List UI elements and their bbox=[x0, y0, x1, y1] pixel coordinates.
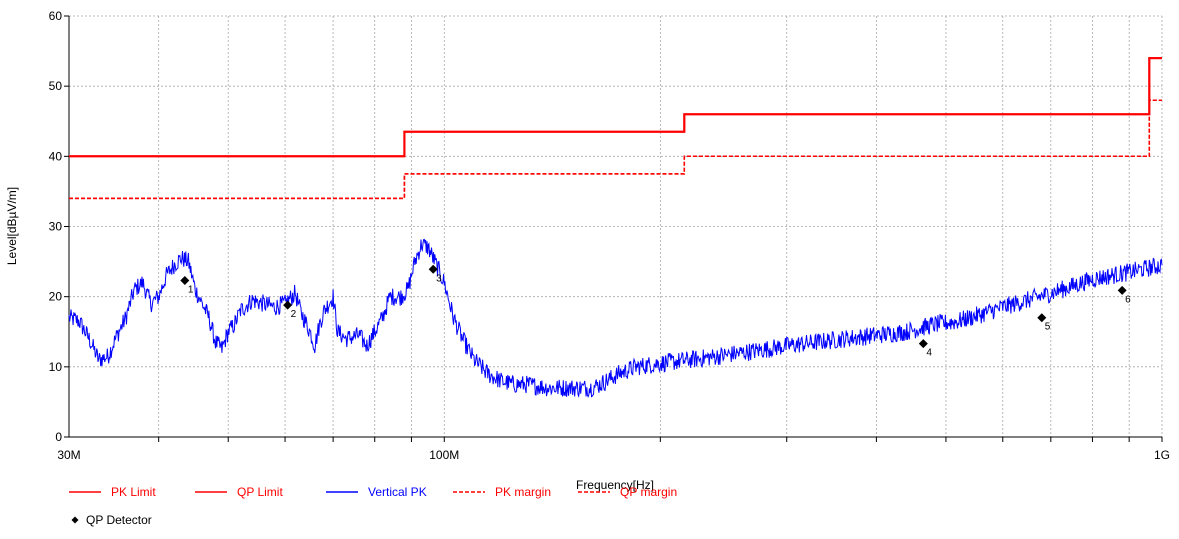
legend-label-qp-detector: QP Detector bbox=[86, 513, 152, 527]
qp-marker bbox=[283, 300, 293, 310]
x-tick-label: 30M bbox=[57, 448, 80, 462]
qp-marker-label: 5 bbox=[1045, 322, 1051, 333]
y-tick-label: 30 bbox=[49, 220, 63, 234]
legend: PK Limit QP Limit Vertical PK PK margin QP m… bbox=[69, 485, 677, 527]
y-tick-label: 0 bbox=[55, 430, 62, 444]
qp-marker bbox=[180, 276, 190, 286]
series-qp-margin-line bbox=[69, 99, 1162, 200]
y-tick-label: 10 bbox=[49, 360, 63, 374]
series-vertical-pk-line bbox=[68, 238, 1163, 399]
series-pk-limit-line bbox=[69, 57, 1162, 158]
legend-label-qp-limit: QP Limit bbox=[237, 485, 283, 499]
grid-lines bbox=[69, 15, 1163, 437]
axes: 0 10 20 30 40 50 60 30M 100M 1G bbox=[49, 9, 1170, 462]
x-tick-label: 100M bbox=[429, 448, 459, 462]
y-tick-label: 40 bbox=[49, 149, 63, 163]
y-tick-label: 60 bbox=[49, 9, 63, 23]
legend-label-pk-margin: PK margin bbox=[495, 485, 551, 499]
y-tick-label: 50 bbox=[49, 79, 63, 93]
legend-label-pk-limit: PK Limit bbox=[111, 485, 156, 499]
x-axis-label: Frequency[Hz] bbox=[576, 478, 654, 492]
qp-marker-label: 4 bbox=[926, 348, 932, 359]
qp-marker bbox=[428, 264, 438, 274]
qp-marker bbox=[1037, 313, 1047, 323]
series-qp-limit-line bbox=[69, 57, 1162, 158]
legend-label-vertical-pk: Vertical PK bbox=[368, 485, 427, 499]
qp-marker bbox=[1117, 285, 1127, 295]
y-axis-label: Level[dBµV/m] bbox=[5, 187, 19, 265]
x-tick-label: 1G bbox=[1154, 448, 1170, 462]
qp-marker bbox=[918, 339, 928, 349]
legend-label-qp-margin: QP margin bbox=[620, 485, 677, 499]
series-layer bbox=[68, 57, 1163, 399]
y-tick-label: 20 bbox=[49, 290, 63, 304]
qp-marker-label: 6 bbox=[1125, 294, 1131, 305]
qp-marker-label: 3 bbox=[436, 273, 442, 284]
legend-swatch-qp-detector bbox=[71, 516, 79, 524]
qp-markers: 1 2 3 4 5 6 bbox=[180, 264, 1131, 359]
qp-marker-label: 1 bbox=[188, 285, 194, 296]
qp-marker-label: 2 bbox=[291, 309, 297, 320]
